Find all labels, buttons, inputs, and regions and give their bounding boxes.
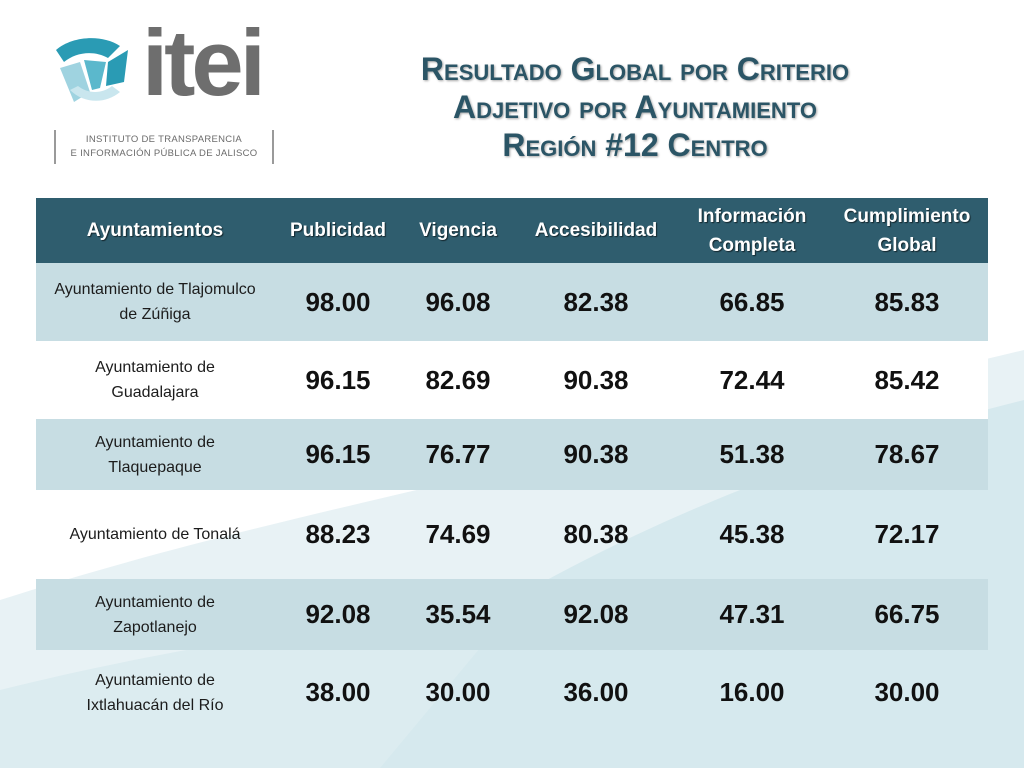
header-vigencia: Vigencia [402, 198, 514, 263]
cell-vigencia: 74.69 [425, 519, 491, 549]
cell-accesibilidad: 82.38 [514, 263, 678, 341]
title-line3: Región #12 Centro [502, 127, 768, 163]
cell-accesibilidad: 90.38 [514, 341, 678, 419]
row-name-line1: Ayuntamiento de [95, 359, 215, 376]
cell-vigencia: 96.08 [402, 263, 514, 341]
header-cumplimiento-line2: Global [877, 234, 937, 256]
cell-publicidad: 98.00 [274, 263, 402, 341]
cell-vigencia: 35.54 [402, 579, 514, 650]
row-name-line1: Ayuntamiento de Tonalá [69, 526, 241, 543]
cell-informacion: 47.31 [678, 579, 826, 650]
row-name-line1: Ayuntamiento de Tlajomulco [54, 281, 256, 298]
row-name-line2: de Zúñiga [119, 306, 191, 323]
logo-subtitle-line1: INSTITUTO DE TRANSPARENCIA [85, 134, 243, 145]
header-cumplimiento-global: Cumplimiento Global [826, 198, 988, 263]
itei-logo: itei INSTITUTO DE TRANSPARENCIA E INFORM… [50, 16, 290, 170]
cell-publicidad: 88.23 [305, 519, 371, 549]
cell-accesibilidad: 92.08 [514, 579, 678, 650]
cell-vigencia: 82.69 [402, 341, 514, 419]
row-name-line1: Ayuntamiento de [95, 433, 215, 451]
cell-informacion: 66.85 [678, 263, 826, 341]
header-cumplimiento-line1: Cumplimiento [843, 205, 971, 227]
cell-accesibilidad: 80.38 [563, 519, 629, 549]
header-informacion-line2: Completa [708, 234, 796, 256]
cell-informacion: 45.38 [719, 519, 785, 549]
cell-accesibilidad: 36.00 [563, 677, 629, 707]
cell-publicidad: 96.15 [274, 341, 402, 419]
cell-cumplimiento: 78.67 [826, 419, 988, 490]
logo-subtitle-line2: E INFORMACIÓN PÚBLICA DE JALISCO [70, 148, 258, 159]
row-name: Ayuntamiento de Zapotlanejo [36, 579, 274, 650]
results-table: Ayuntamientos Publicidad Vigencia Accesi… [36, 198, 988, 735]
row-name-line2: Guadalajara [111, 384, 199, 401]
table-row: Ayuntamiento de Tlaquepaque 96.15 76.77 … [36, 419, 988, 490]
itei-logo-word: itei [142, 10, 266, 115]
row-name: Ayuntamiento de Ixtlahuacán del Río [36, 650, 274, 735]
row-name-line2: Tlaquepaque [108, 458, 202, 476]
cell-publicidad: 92.08 [274, 579, 402, 650]
header-publicidad: Publicidad [274, 198, 402, 263]
row-name: Ayuntamiento de Guadalajara [36, 341, 274, 419]
cell-informacion: 51.38 [678, 419, 826, 490]
header-informacion-completa: Información Completa [678, 198, 826, 263]
table-row: Ayuntamiento de Tlajomulco de Zúñiga 98.… [36, 263, 988, 341]
row-name-line2: Ixtlahuacán del Río [86, 696, 224, 714]
cell-publicidad: 38.00 [305, 677, 371, 707]
results-table-container: Ayuntamientos Publicidad Vigencia Accesi… [36, 198, 988, 735]
row-name: Ayuntamiento de Tlajomulco de Zúñiga [36, 263, 274, 341]
title-line2: Adjetivo por Ayuntamiento [453, 89, 817, 125]
row-name-line1: Ayuntamiento de [95, 671, 215, 689]
cell-vigencia: 76.77 [402, 419, 514, 490]
itei-logo-mark-icon [56, 38, 128, 102]
cell-cumplimiento: 72.17 [874, 519, 940, 549]
cell-informacion: 16.00 [719, 677, 785, 707]
header-accesibilidad: Accesibilidad [514, 198, 678, 263]
cell-cumplimiento: 30.00 [874, 677, 940, 707]
page-title: Resultado Global por Criterio Adjetivo p… [330, 50, 940, 164]
row-name-line2: Zapotlanejo [113, 618, 197, 636]
cell-cumplimiento: 85.83 [826, 263, 988, 341]
cell-publicidad: 96.15 [274, 419, 402, 490]
cell-accesibilidad: 90.38 [514, 419, 678, 490]
itei-logo-subtitle: INSTITUTO DE TRANSPARENCIA E INFORMACIÓN… [54, 130, 274, 164]
header-informacion-line1: Información [697, 205, 807, 227]
row-name-line1: Ayuntamiento de [95, 593, 215, 611]
title-line1: Resultado Global por Criterio [420, 51, 850, 87]
row-name: Ayuntamiento de Tonalá [36, 490, 274, 579]
cell-vigencia: 30.00 [425, 677, 491, 707]
cell-informacion: 72.44 [678, 341, 826, 419]
table-row: Ayuntamiento de Guadalajara 96.15 82.69 … [36, 341, 988, 419]
cell-cumplimiento: 66.75 [826, 579, 988, 650]
table-row: Ayuntamiento de Zapotlanejo 92.08 35.54 … [36, 579, 988, 650]
table-header-row: Ayuntamientos Publicidad Vigencia Accesi… [36, 198, 988, 263]
row-name: Ayuntamiento de Tlaquepaque [36, 419, 274, 490]
table-row: Ayuntamiento de Ixtlahuacán del Río 38.0… [36, 650, 988, 735]
header-ayuntamientos: Ayuntamientos [36, 198, 274, 263]
cell-cumplimiento: 85.42 [826, 341, 988, 419]
table-row: Ayuntamiento de Tonalá 88.23 74.69 80.38… [36, 490, 988, 579]
